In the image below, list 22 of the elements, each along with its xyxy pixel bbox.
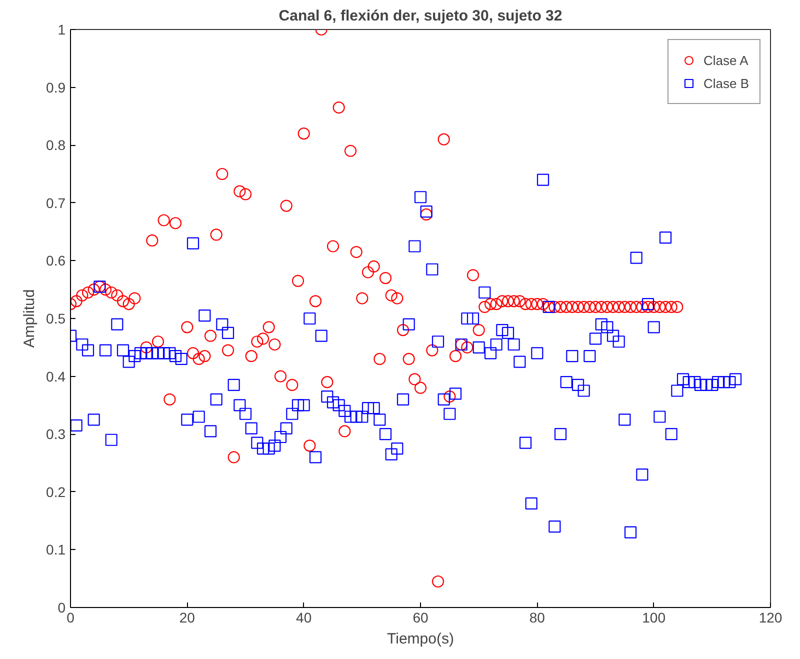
x-tick-label: 40 <box>296 610 312 626</box>
legend-label: Clase A <box>703 52 748 68</box>
y-tick-label: 0.6 <box>46 252 66 269</box>
y-tick-label: 0.8 <box>46 137 66 154</box>
x-tick-label: 60 <box>412 610 428 626</box>
y-tick-label: 0.3 <box>46 426 66 442</box>
y-axis-title: Amplitud <box>21 289 38 348</box>
x-tick-label: 100 <box>642 610 666 626</box>
y-tick-label: 0.9 <box>46 79 66 96</box>
legend-label: Clase B <box>703 76 749 90</box>
x-tick-label: 20 <box>179 610 196 626</box>
y-tick-label: 0 <box>58 600 66 616</box>
y-tick-label: 0.5 <box>46 310 66 326</box>
x-tick-label: 120 <box>758 610 782 626</box>
x-axis-title: Tiempo(s) <box>387 630 454 648</box>
y-tick-label: 0.1 <box>46 542 66 558</box>
x-tick-label: 80 <box>529 610 546 626</box>
y-tick-label: 1 <box>58 22 66 38</box>
chart-title: Canal 6, flexión der, sujeto 30, sujeto 32 <box>278 8 562 24</box>
y-tick-label: 0.4 <box>46 368 66 384</box>
y-tick-label: 0.2 <box>46 484 66 500</box>
y-tick-label: 0.7 <box>46 194 66 211</box>
